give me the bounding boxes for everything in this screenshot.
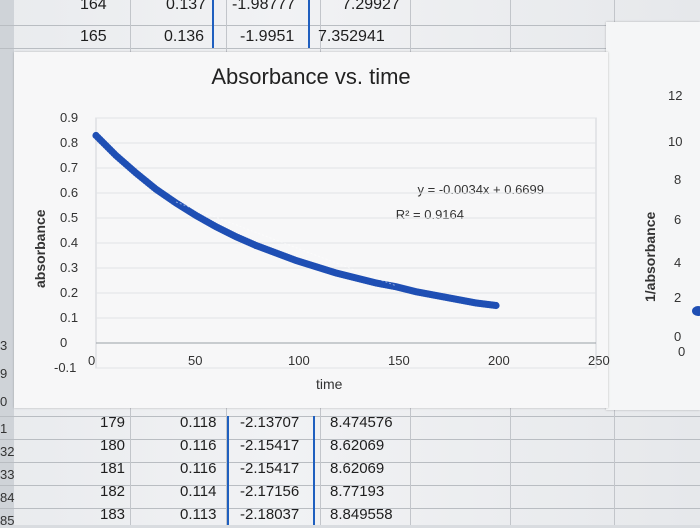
cell-value[interactable]: -1.98777 [232,0,296,13]
row-number-fragment: 85 [0,513,15,528]
data-point [492,301,500,310]
absorbance-chart[interactable]: Absorbance vs. time absorbance time y = … [14,52,610,408]
y-tick-label: 0.3 [60,260,79,275]
chart2-y-tick-label: 0 [674,329,682,344]
chart2-y-tick-label: 4 [674,255,682,270]
y-tick-label: 0.6 [60,185,79,200]
y-tick-label: 0.5 [60,210,79,225]
cell-value[interactable]: 8.62069 [330,437,385,454]
cell-value[interactable]: 7.29927 [342,0,400,13]
row-number-fragment: 84 [0,490,15,505]
chart-plot-area [92,117,597,369]
selection-border [308,0,310,48]
cell-value[interactable]: 0.113 [180,506,217,523]
chart2-y-tick-label: 10 [668,134,683,149]
y-tick-label: 0.9 [60,110,79,125]
chart2-data-point [692,306,700,316]
y-tick-label: 0.2 [60,285,79,300]
chart2-y-tick-label: 6 [674,212,682,227]
cell-row-number[interactable]: 164 [80,0,107,13]
cell-row-number[interactable]: 181 [100,460,126,477]
chart2-y-tick-label: 12 [668,88,683,103]
cell-value[interactable]: 0.114 [180,483,217,500]
row-number-fragment: 1 [0,421,8,436]
gridline [0,485,700,486]
cell-value[interactable]: -2.18037 [240,506,300,523]
cell-row-number[interactable]: 165 [80,28,107,45]
row-number-fragment: 3 [0,338,8,353]
cell-value[interactable]: 0.116 [180,437,217,454]
cell-value[interactable]: 0.116 [180,460,217,477]
x-tick-label: 150 [388,353,410,368]
cell-value[interactable]: 8.62069 [330,460,385,477]
gridline [0,462,700,463]
chart2-x-tick-label: 0 [678,344,686,359]
gridline [0,439,700,440]
gridline [0,25,700,26]
cell-value[interactable]: -2.13707 [240,414,300,431]
x-tick-label: 50 [188,353,203,368]
y-tick-label: 0.8 [60,135,79,150]
cell-value[interactable]: 8.474576 [330,414,393,431]
cell-value[interactable]: -2.15417 [240,460,300,477]
x-tick-label: 250 [588,353,610,368]
cell-value[interactable]: 0.136 [164,28,205,45]
row-number-fragment: 32 [0,444,15,459]
x-axis-label: time [316,376,343,392]
selection-border [313,416,315,525]
y-tick-label: 0.1 [60,310,79,325]
y-tick-label: 0.4 [60,235,79,250]
chart-title: Absorbance vs. time [211,64,411,89]
cell-value[interactable]: 7.352941 [318,28,385,45]
y-tick-label: -0.1 [54,360,77,375]
y-tick-label: 0 [60,335,68,350]
cell-value[interactable]: -2.15417 [240,437,300,454]
cell-value[interactable]: -2.17156 [240,483,300,500]
gridline [0,48,700,49]
gridline [0,416,700,417]
row-number-fragment: 0 [0,394,8,409]
x-tick-label: 200 [488,353,510,368]
selection-border [227,416,229,525]
cell-value[interactable]: 8.77193 [330,483,385,500]
cell-value[interactable]: 0.118 [180,414,217,431]
cell-value[interactable]: -1.9951 [240,28,295,45]
reciprocal-chart[interactable]: 1/absorbance 12 10 8 6 4 2 0 0 [606,22,700,410]
row-header-column [0,0,14,525]
row-number-fragment: 33 [0,467,15,482]
x-tick-label: 100 [288,353,310,368]
selection-border [212,0,214,48]
row-number-fragment: 9 [0,366,8,381]
x-tick-label: 0 [88,353,96,368]
gridline [0,508,700,509]
trendline [175,201,397,287]
chart2-plot [692,306,700,316]
cell-value[interactable]: 0.137 [166,0,207,13]
cell-row-number[interactable]: 180 [100,437,126,454]
chart2-y-tick-label: 2 [674,290,682,305]
y-tick-label: 0.7 [60,160,79,175]
cell-value[interactable]: 8.849558 [330,506,393,523]
chart2-y-tick-label: 8 [674,172,682,187]
cell-row-number[interactable]: 182 [100,483,126,500]
cell-row-number[interactable]: 179 [100,414,126,431]
cell-row-number[interactable]: 183 [100,506,126,523]
